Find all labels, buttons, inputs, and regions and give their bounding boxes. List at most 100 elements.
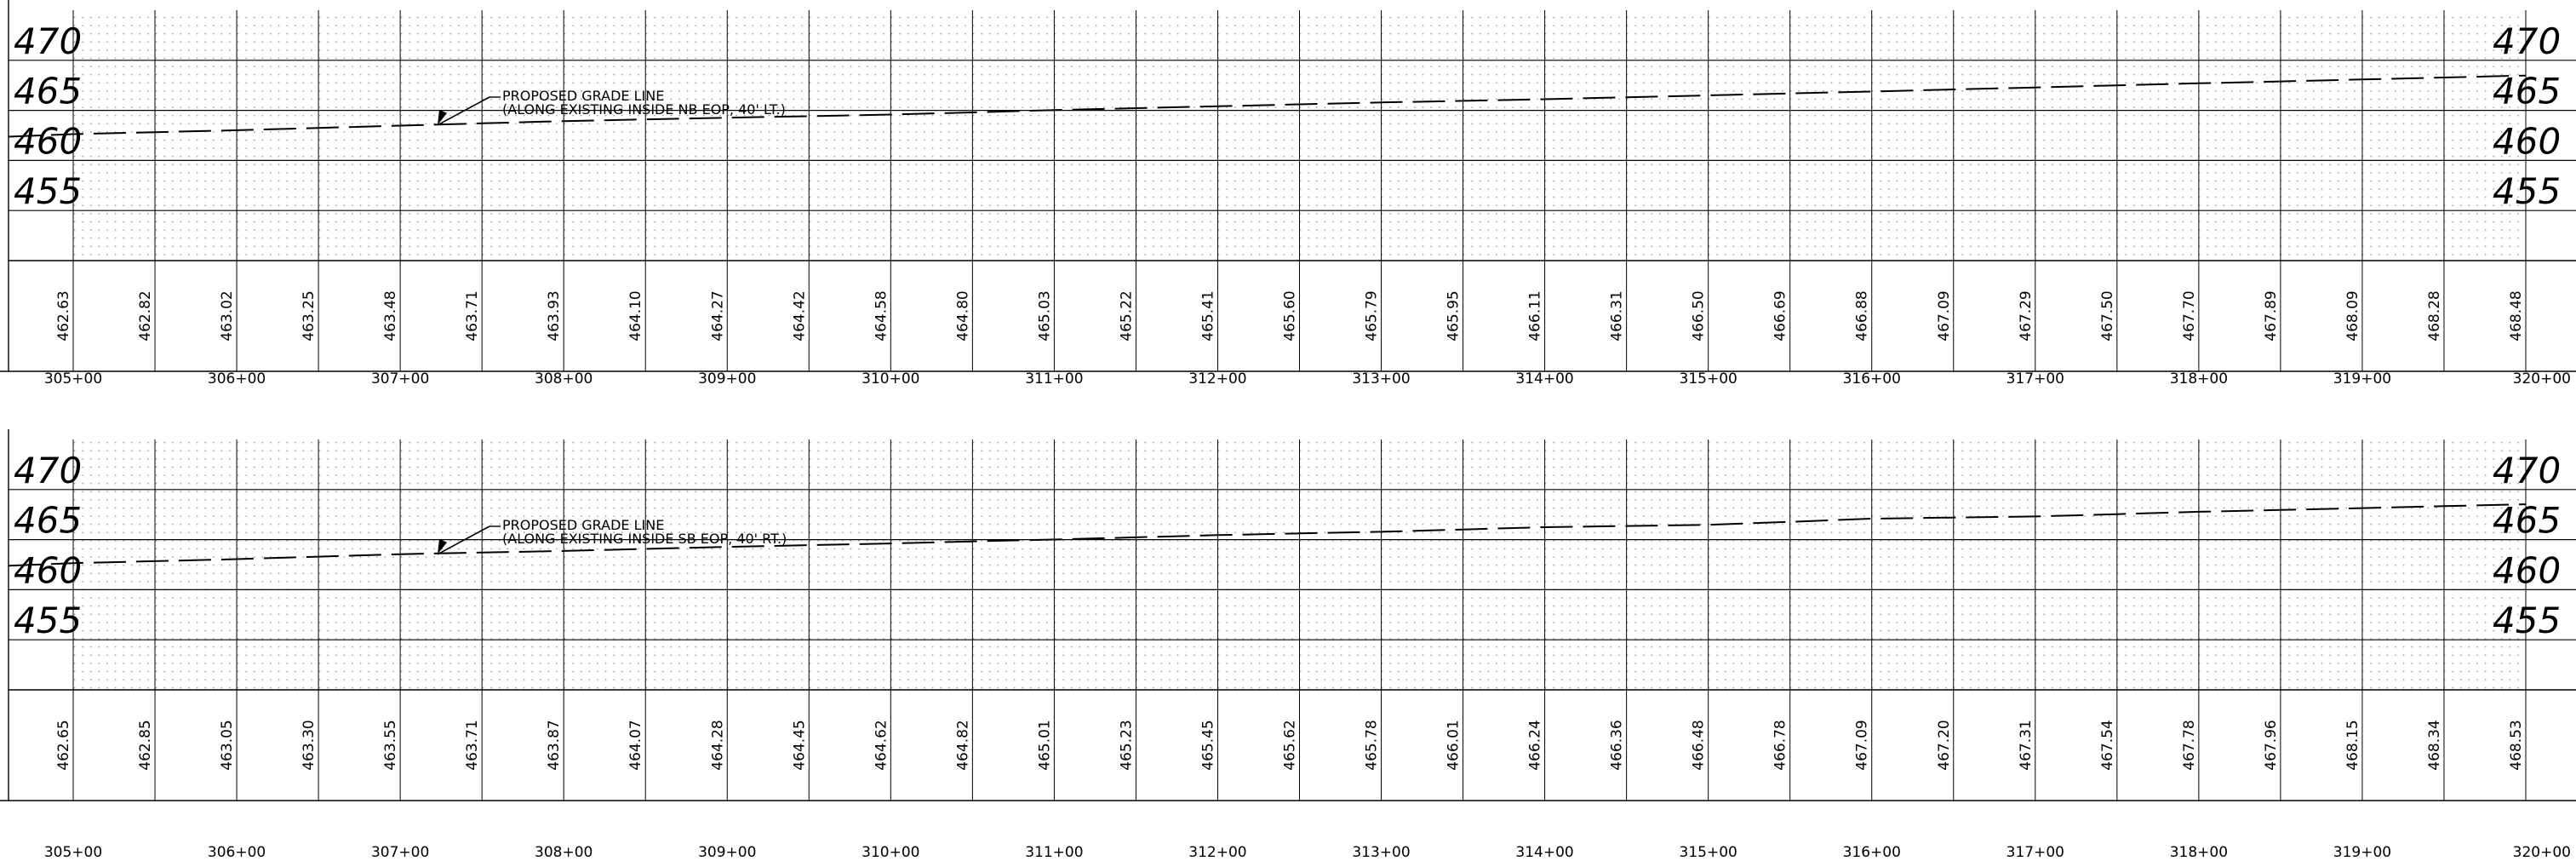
note-arrowhead xyxy=(438,109,447,125)
grade-elevation-label: 465.23 xyxy=(1118,720,1135,770)
note-leader-line xyxy=(437,96,490,126)
elevation-label-right: 465 xyxy=(2493,71,2561,112)
station-label: 307+00 xyxy=(371,370,429,388)
station-label: 318+00 xyxy=(2170,844,2228,861)
grade-elevation-label: 466.50 xyxy=(1691,290,1708,341)
grade-elevation-label: 467.50 xyxy=(2099,290,2116,341)
grade-elevation-label: 464.42 xyxy=(791,290,808,341)
station-label: 317+00 xyxy=(2006,370,2064,388)
grade-elevation-label: 465.62 xyxy=(1282,720,1299,770)
elevation-label-left: 455 xyxy=(14,170,82,212)
grade-elevation-label: 462.82 xyxy=(137,290,154,341)
station-label: 309+00 xyxy=(698,844,756,861)
grade-elevation-label: 464.80 xyxy=(954,290,971,341)
grade-elevation-label: 464.27 xyxy=(709,290,726,341)
station-label: 319+00 xyxy=(2333,844,2391,861)
station-label: 314+00 xyxy=(1515,370,1573,388)
proposed-grade-line xyxy=(8,503,2527,567)
grade-elevation-label: 464.62 xyxy=(873,720,890,770)
grade-elevation-label: 466.11 xyxy=(1527,290,1544,341)
elevation-label-right: 470 xyxy=(2493,450,2561,491)
station-label: 311+00 xyxy=(1025,844,1083,861)
grade-elevation-label: 463.30 xyxy=(301,720,318,770)
grade-elevation-label: 465.01 xyxy=(1036,720,1053,770)
elevation-label-left: 460 xyxy=(14,549,82,591)
grade-elevation-label: 465.60 xyxy=(1282,290,1299,341)
grade-elevation-label: 467.20 xyxy=(1936,720,1953,770)
grade-elevation-label: 463.55 xyxy=(382,720,399,770)
elevation-label-left: 465 xyxy=(14,71,82,112)
grade-elevation-label: 463.02 xyxy=(219,290,236,341)
grade-elevation-label: 467.89 xyxy=(2263,290,2280,341)
grade-elevation-label: 467.70 xyxy=(2181,290,2198,341)
station-label: 313+00 xyxy=(1352,844,1410,861)
grade-elevation-label: 463.25 xyxy=(301,290,318,341)
grade-elevation-label: 467.54 xyxy=(2099,720,2116,770)
station-label: 309+00 xyxy=(698,370,756,388)
elevation-label-right: 460 xyxy=(2493,120,2561,162)
station-label: 320+00 xyxy=(2513,370,2571,388)
station-label: 313+00 xyxy=(1352,370,1410,388)
note-arrowhead xyxy=(438,538,447,554)
grade-elevation-label: 468.15 xyxy=(2344,720,2361,770)
grade-elevation-label: 467.31 xyxy=(2018,720,2035,770)
station-label: 318+00 xyxy=(2170,370,2228,388)
grade-elevation-label: 463.87 xyxy=(546,720,563,770)
grade-elevation-label: 467.78 xyxy=(2181,720,2198,770)
elevation-label-left: 455 xyxy=(14,600,82,641)
grade-elevation-label: 466.88 xyxy=(1854,290,1871,341)
station-label: 315+00 xyxy=(1680,370,1737,388)
note-line-2: (ALONG EXISTING INSIDE SB EOP, 40' RT.) xyxy=(502,531,787,547)
station-label: 316+00 xyxy=(1843,844,1901,861)
elevation-label-right: 465 xyxy=(2493,500,2561,542)
grade-elevation-label: 464.28 xyxy=(709,720,726,770)
station-label: 315+00 xyxy=(1680,844,1737,861)
grade-elevation-label: 464.82 xyxy=(954,720,971,770)
grade-elevation-label: 467.96 xyxy=(2263,720,2280,770)
proposed-grade-line xyxy=(8,74,2527,138)
grade-elevation-label: 465.78 xyxy=(1364,720,1381,770)
elevation-label-right: 455 xyxy=(2493,170,2561,212)
grade-elevation-label: 467.09 xyxy=(1854,720,1871,770)
elevation-label-right: 455 xyxy=(2493,600,2561,641)
grade-elevation-label: 462.85 xyxy=(137,720,154,770)
grade-elevation-label: 467.09 xyxy=(1936,290,1953,341)
grade-elevation-label: 464.10 xyxy=(627,290,644,341)
note-line-1: PROPOSED GRADE LINE xyxy=(502,88,664,104)
grade-elevation-label: 466.78 xyxy=(1772,720,1789,770)
grade-elevation-label: 465.22 xyxy=(1118,290,1135,341)
station-label: 319+00 xyxy=(2333,370,2391,388)
grade-elevation-label: 466.24 xyxy=(1527,720,1544,770)
grade-elevation-label: 468.09 xyxy=(2344,290,2361,341)
station-label: 312+00 xyxy=(1188,844,1246,861)
station-label: 320+00 xyxy=(2513,844,2571,861)
station-label: 314+00 xyxy=(1515,844,1573,861)
note-line-2: (ALONG EXISTING INSIDE NB EOP, 40' LT.) xyxy=(502,101,786,118)
grade-elevation-label: 468.34 xyxy=(2426,720,2443,770)
station-label: 308+00 xyxy=(535,844,592,861)
note-leader-line xyxy=(437,525,490,555)
station-label: 305+00 xyxy=(44,844,102,861)
station-label: 308+00 xyxy=(535,370,592,388)
station-label: 312+00 xyxy=(1188,370,1246,388)
station-label: 310+00 xyxy=(862,844,919,861)
grade-elevation-label: 463.48 xyxy=(382,290,399,341)
grade-elevation-label: 466.01 xyxy=(1445,720,1463,770)
grade-elevation-label: 465.45 xyxy=(1199,720,1216,770)
grade-elevation-label: 466.31 xyxy=(1609,290,1626,341)
grade-elevation-label: 463.71 xyxy=(464,290,481,341)
station-label: 306+00 xyxy=(208,844,266,861)
station-label: 305+00 xyxy=(44,370,102,388)
grade-elevation-label: 466.69 xyxy=(1772,290,1789,341)
grade-elevation-label: 462.65 xyxy=(55,720,72,770)
grade-elevation-label: 464.07 xyxy=(627,720,644,770)
grade-elevation-label: 467.29 xyxy=(2018,290,2035,341)
grade-elevation-label: 465.41 xyxy=(1199,290,1216,341)
station-label: 310+00 xyxy=(862,370,919,388)
station-label: 306+00 xyxy=(208,370,266,388)
grade-elevation-label: 465.95 xyxy=(1445,290,1463,341)
note-line-1: PROPOSED GRADE LINE xyxy=(502,517,664,533)
station-label: 307+00 xyxy=(371,844,429,861)
